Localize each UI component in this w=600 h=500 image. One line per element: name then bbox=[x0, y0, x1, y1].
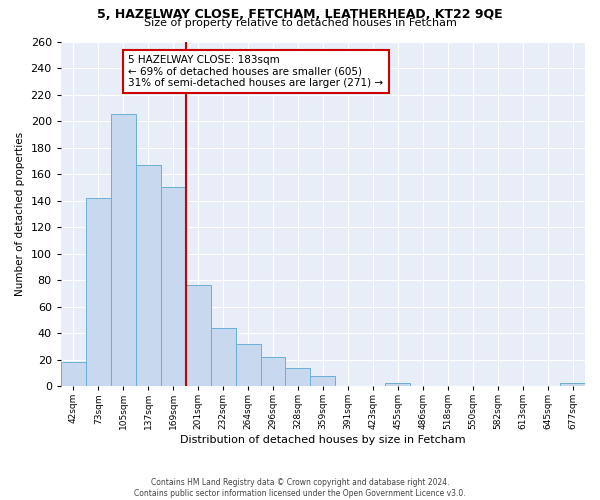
Bar bbox=[310, 376, 335, 386]
Text: Contains HM Land Registry data © Crown copyright and database right 2024.
Contai: Contains HM Land Registry data © Crown c… bbox=[134, 478, 466, 498]
Bar bbox=[161, 188, 185, 386]
Bar bbox=[111, 114, 136, 386]
Text: 5, HAZELWAY CLOSE, FETCHAM, LEATHERHEAD, KT22 9QE: 5, HAZELWAY CLOSE, FETCHAM, LEATHERHEAD,… bbox=[97, 8, 503, 20]
Y-axis label: Number of detached properties: Number of detached properties bbox=[15, 132, 25, 296]
Bar bbox=[61, 362, 86, 386]
Bar bbox=[560, 384, 585, 386]
Bar bbox=[260, 357, 286, 386]
Bar bbox=[211, 328, 236, 386]
Bar bbox=[185, 286, 211, 386]
Text: Size of property relative to detached houses in Fetcham: Size of property relative to detached ho… bbox=[143, 18, 457, 28]
Bar bbox=[385, 384, 410, 386]
Bar bbox=[86, 198, 111, 386]
Bar bbox=[236, 344, 260, 386]
Bar bbox=[136, 165, 161, 386]
Text: 5 HAZELWAY CLOSE: 183sqm
← 69% of detached houses are smaller (605)
31% of semi-: 5 HAZELWAY CLOSE: 183sqm ← 69% of detach… bbox=[128, 55, 383, 88]
X-axis label: Distribution of detached houses by size in Fetcham: Distribution of detached houses by size … bbox=[180, 435, 466, 445]
Bar bbox=[286, 368, 310, 386]
